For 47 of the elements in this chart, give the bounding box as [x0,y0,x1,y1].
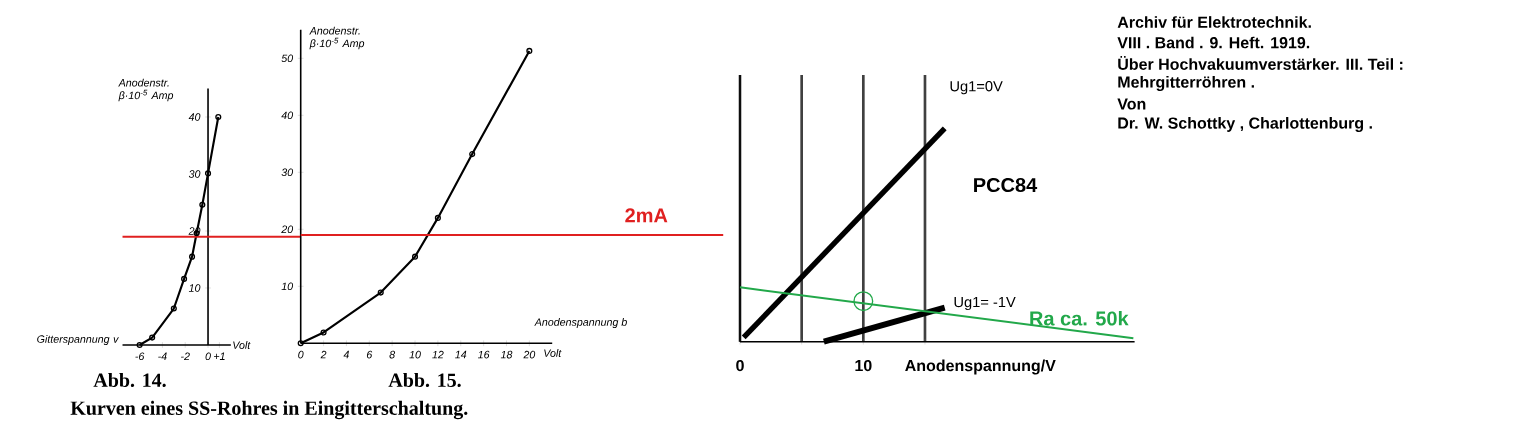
text: Volt [233,341,251,349]
x-tick-label: 6 [366,350,373,359]
x-tick-label: 20 [523,350,536,359]
y-tick-label: 30 [188,170,201,178]
x-tick-label: 16 [477,350,490,359]
annotation: Dr. W. Schottky , Charlottenburg . [1118,117,1372,132]
y-tick-label: 30 [281,168,294,177]
x-tick-label: +1 [214,352,225,360]
text: Mehrgitterröhren . [1118,76,1254,91]
text: Archiv für Elektrotechnik. [1117,16,1311,28]
series-label: Ra ca. 50k [1030,310,1129,326]
text: Volt [544,349,562,357]
x-tick-label: 10 [855,359,872,372]
y-tick-label: 10 [188,284,201,292]
y-tick-label: 40 [281,111,294,120]
x-axis-title: Anodenspannung/V [905,359,1056,375]
text: Ug1=0V [950,81,1003,95]
x-tick-label: 0 [298,350,304,359]
text: PCC84 [974,177,1038,193]
x-tick-label: 0 [205,352,211,361]
x-tick-label: -4 [158,352,167,360]
x-tick-label: 10 [409,350,421,359]
x-tick-label: 0 [736,359,744,372]
text: Kurven eines SS-Rohres in Eingitterschaltung. [70,400,468,420]
x-tick-label: 18 [500,350,513,359]
ref-line-label: 2mA [625,208,668,223]
x-tick-label: -6 [135,352,145,361]
x-tick-label: 14 [455,350,467,359]
y-tick-label: 20 [281,225,294,234]
x-tick-label: 2 [320,350,327,359]
text: Abb. 14. [93,372,166,388]
y-axis-title: Anodenstr. β·10$^{-5}$ Amp [309,26,365,50]
y-tick-label: 40 [188,113,201,121]
x-tick-label: 4 [343,350,349,359]
text: VIII . Band . 9. Heft. 1919. [1117,36,1310,49]
x-tick-label: 12 [432,350,444,359]
x-tick-label: 8 [389,350,396,359]
x-axis-title: Anodenspannung b [534,318,627,328]
y-tick-label: 50 [281,54,294,63]
x-tick-label: -2 [181,352,190,360]
text: Von [1117,98,1146,110]
y-tick-label: 10 [281,282,294,291]
y-axis-title: Anodenstr. β·10$^{-5}$ Amp [118,78,174,102]
series-label: Ug1= -1V [954,297,1016,311]
text: Abb. 15. [388,372,461,388]
x-axis-title: Gitterspannung v [37,335,119,345]
text: Über Hochvakuumverstärker. III. Teil : [1118,56,1403,70]
